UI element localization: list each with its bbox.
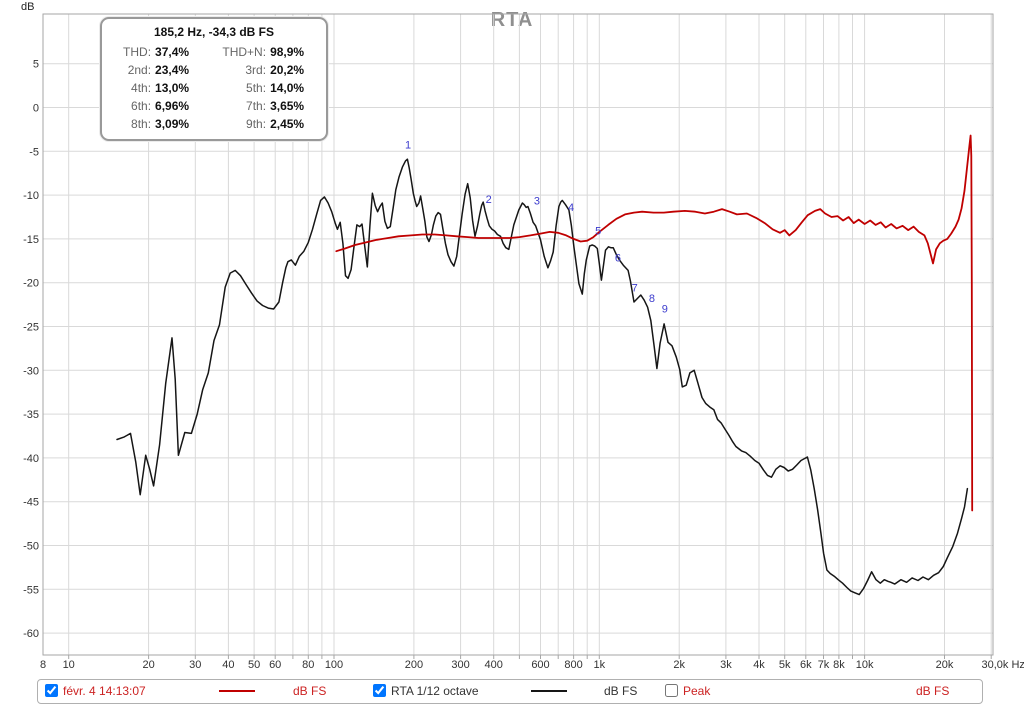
x-tick-label: 6k bbox=[800, 659, 812, 671]
x-tick-label: 5k bbox=[779, 659, 791, 671]
thd-table: THD: 37,4% THD+N: 98,9% 2nd: 23,4% 3rd: 20,2% 4t… bbox=[110, 43, 318, 133]
thd-value: 20,2% bbox=[270, 63, 305, 77]
harmonic-number-label: 6 bbox=[615, 253, 621, 265]
y-tick-label: -20 bbox=[23, 278, 39, 290]
thd-value: 23,4% bbox=[155, 63, 190, 77]
y-axis-unit-label: dB bbox=[21, 1, 35, 13]
rta-plot: 8 10 20 30 40 50 60 80 100 200 300 400 600 800 1k 2k 3k 4… bbox=[23, 13, 1024, 671]
thd-value: 37,4% bbox=[155, 45, 190, 59]
thd-value: 2,45% bbox=[270, 117, 305, 131]
x-tick-label: 40 bbox=[222, 659, 234, 671]
x-tick-label: 60 bbox=[269, 659, 281, 671]
thd-label: 2nd: bbox=[127, 63, 152, 77]
x-tick-label: 2k bbox=[673, 659, 685, 671]
x-tick-label: 7k bbox=[818, 659, 830, 671]
y-tick-label: -5 bbox=[29, 146, 39, 158]
trace-red-label: févr. 4 14:13:07 bbox=[63, 684, 146, 698]
x-tick-label: 800 bbox=[564, 659, 582, 671]
thd-value: 3,65% bbox=[270, 99, 305, 113]
thd-label: 9th: bbox=[246, 117, 267, 131]
y-tick-label: -40 bbox=[23, 453, 39, 465]
peak-checkbox[interactable] bbox=[665, 684, 678, 697]
x-tick-label: 100 bbox=[325, 659, 343, 671]
x-tick-label: 200 bbox=[405, 659, 423, 671]
trace-rta-black bbox=[116, 158, 969, 596]
trace-red-unit: dB FS bbox=[293, 684, 327, 698]
thd-label: 5th: bbox=[246, 81, 267, 95]
thd-label: THD: bbox=[123, 45, 152, 59]
y-tick-label: -45 bbox=[23, 497, 39, 509]
x-tick-label: 300 bbox=[451, 659, 469, 671]
y-tick-label: -25 bbox=[23, 322, 39, 334]
trace-red-checkbox[interactable] bbox=[45, 684, 58, 697]
thd-row: 6th: 6,96% 7th: 3,65% bbox=[110, 97, 318, 115]
right-axis-unit: dB FS bbox=[916, 684, 950, 698]
y-tick-label: -35 bbox=[23, 409, 39, 421]
x-tick-label: 600 bbox=[531, 659, 549, 671]
thd-label: 4th: bbox=[131, 81, 152, 95]
trace-red-swatch bbox=[219, 690, 255, 692]
trace-black-checkbox[interactable] bbox=[373, 684, 386, 697]
x-tick-label: 30 bbox=[189, 659, 201, 671]
x-tick-label: 30,0k Hz bbox=[981, 659, 1024, 671]
x-tick-label: 80 bbox=[302, 659, 314, 671]
y-tick-label: 5 bbox=[33, 59, 39, 71]
x-tick-labels: 8 10 20 30 40 50 60 80 100 200 300 400 600 800 1k 2k 3k 4… bbox=[40, 659, 1024, 671]
thd-label: 8th: bbox=[131, 117, 152, 131]
x-tick-label: 400 bbox=[485, 659, 503, 671]
y-tick-label: 0 bbox=[33, 103, 39, 115]
y-tick-label: -50 bbox=[23, 541, 39, 553]
thd-value: 3,09% bbox=[155, 117, 190, 131]
x-tick-label: 8 bbox=[40, 659, 46, 671]
x-tick-label: 20k bbox=[936, 659, 954, 671]
harmonic-number-label: 7 bbox=[632, 283, 638, 295]
legend-bar: févr. 4 14:13:07 dB FS RTA 1/12 octave d… bbox=[37, 679, 983, 704]
harmonic-number-label: 5 bbox=[595, 226, 601, 238]
thd-value: 13,0% bbox=[155, 81, 190, 95]
trace-black-unit: dB FS bbox=[604, 684, 638, 698]
x-tick-label: 8k bbox=[833, 659, 845, 671]
y-tick-label: -10 bbox=[23, 190, 39, 202]
thd-value: 6,96% bbox=[155, 99, 190, 113]
harmonic-number-label: 1 bbox=[405, 140, 411, 152]
x-tick-label: 4k bbox=[753, 659, 765, 671]
x-tick-label: 10 bbox=[63, 659, 75, 671]
harmonic-number-label: 9 bbox=[662, 304, 668, 316]
plot-frame bbox=[42, 13, 994, 659]
thd-value: 98,9% bbox=[270, 45, 305, 59]
harmonic-number-label: 4 bbox=[568, 202, 574, 214]
harmonic-markers: 1 2 3 4 5 6 789 bbox=[405, 140, 668, 316]
thd-label: 6th: bbox=[131, 99, 152, 113]
y-tick-label: -30 bbox=[23, 365, 39, 377]
y-tick-label: -15 bbox=[23, 234, 39, 246]
x-tick-label: 3k bbox=[720, 659, 732, 671]
measurement-info-box: 185,2 Hz, -34,3 dB FS THD: 37,4% THD+N: 98,… bbox=[100, 17, 328, 141]
trace-red bbox=[335, 134, 974, 512]
trace-black-swatch bbox=[531, 690, 567, 692]
thd-label: 3rd: bbox=[245, 63, 267, 77]
thd-row: 8th: 3,09% 9th: 2,45% bbox=[110, 115, 318, 133]
y-tick-label: -60 bbox=[23, 628, 39, 640]
thd-label: THD+N: bbox=[222, 45, 267, 59]
info-box-title: 185,2 Hz, -34,3 dB FS bbox=[153, 25, 275, 39]
y-tick-labels: 5 0 -5 -10 -15 -20 -25 -30 -35 -40 -45 -50 -55 -60 bbox=[23, 59, 39, 640]
trace-black-label: RTA 1/12 octave bbox=[391, 684, 479, 698]
x-tick-label: 1k bbox=[593, 659, 605, 671]
thd-row: 2nd: 23,4% 3rd: 20,2% bbox=[110, 61, 318, 79]
thd-row: 4th: 13,0% 5th: 14,0% bbox=[110, 79, 318, 97]
peak-label: Peak bbox=[683, 684, 711, 698]
x-tick-label: 50 bbox=[248, 659, 260, 671]
harmonic-number-label: 3 bbox=[534, 196, 540, 208]
y-tick-label: -55 bbox=[23, 584, 39, 596]
gridlines bbox=[43, 14, 993, 655]
harmonic-number-label: 2 bbox=[486, 194, 492, 206]
x-tick-label: 10k bbox=[856, 659, 874, 671]
thd-row: THD: 37,4% THD+N: 98,9% bbox=[110, 43, 318, 61]
thd-value: 14,0% bbox=[270, 81, 305, 95]
x-tick-label: 20 bbox=[142, 659, 154, 671]
thd-label: 7th: bbox=[246, 99, 267, 113]
harmonic-number-label: 8 bbox=[649, 293, 655, 305]
